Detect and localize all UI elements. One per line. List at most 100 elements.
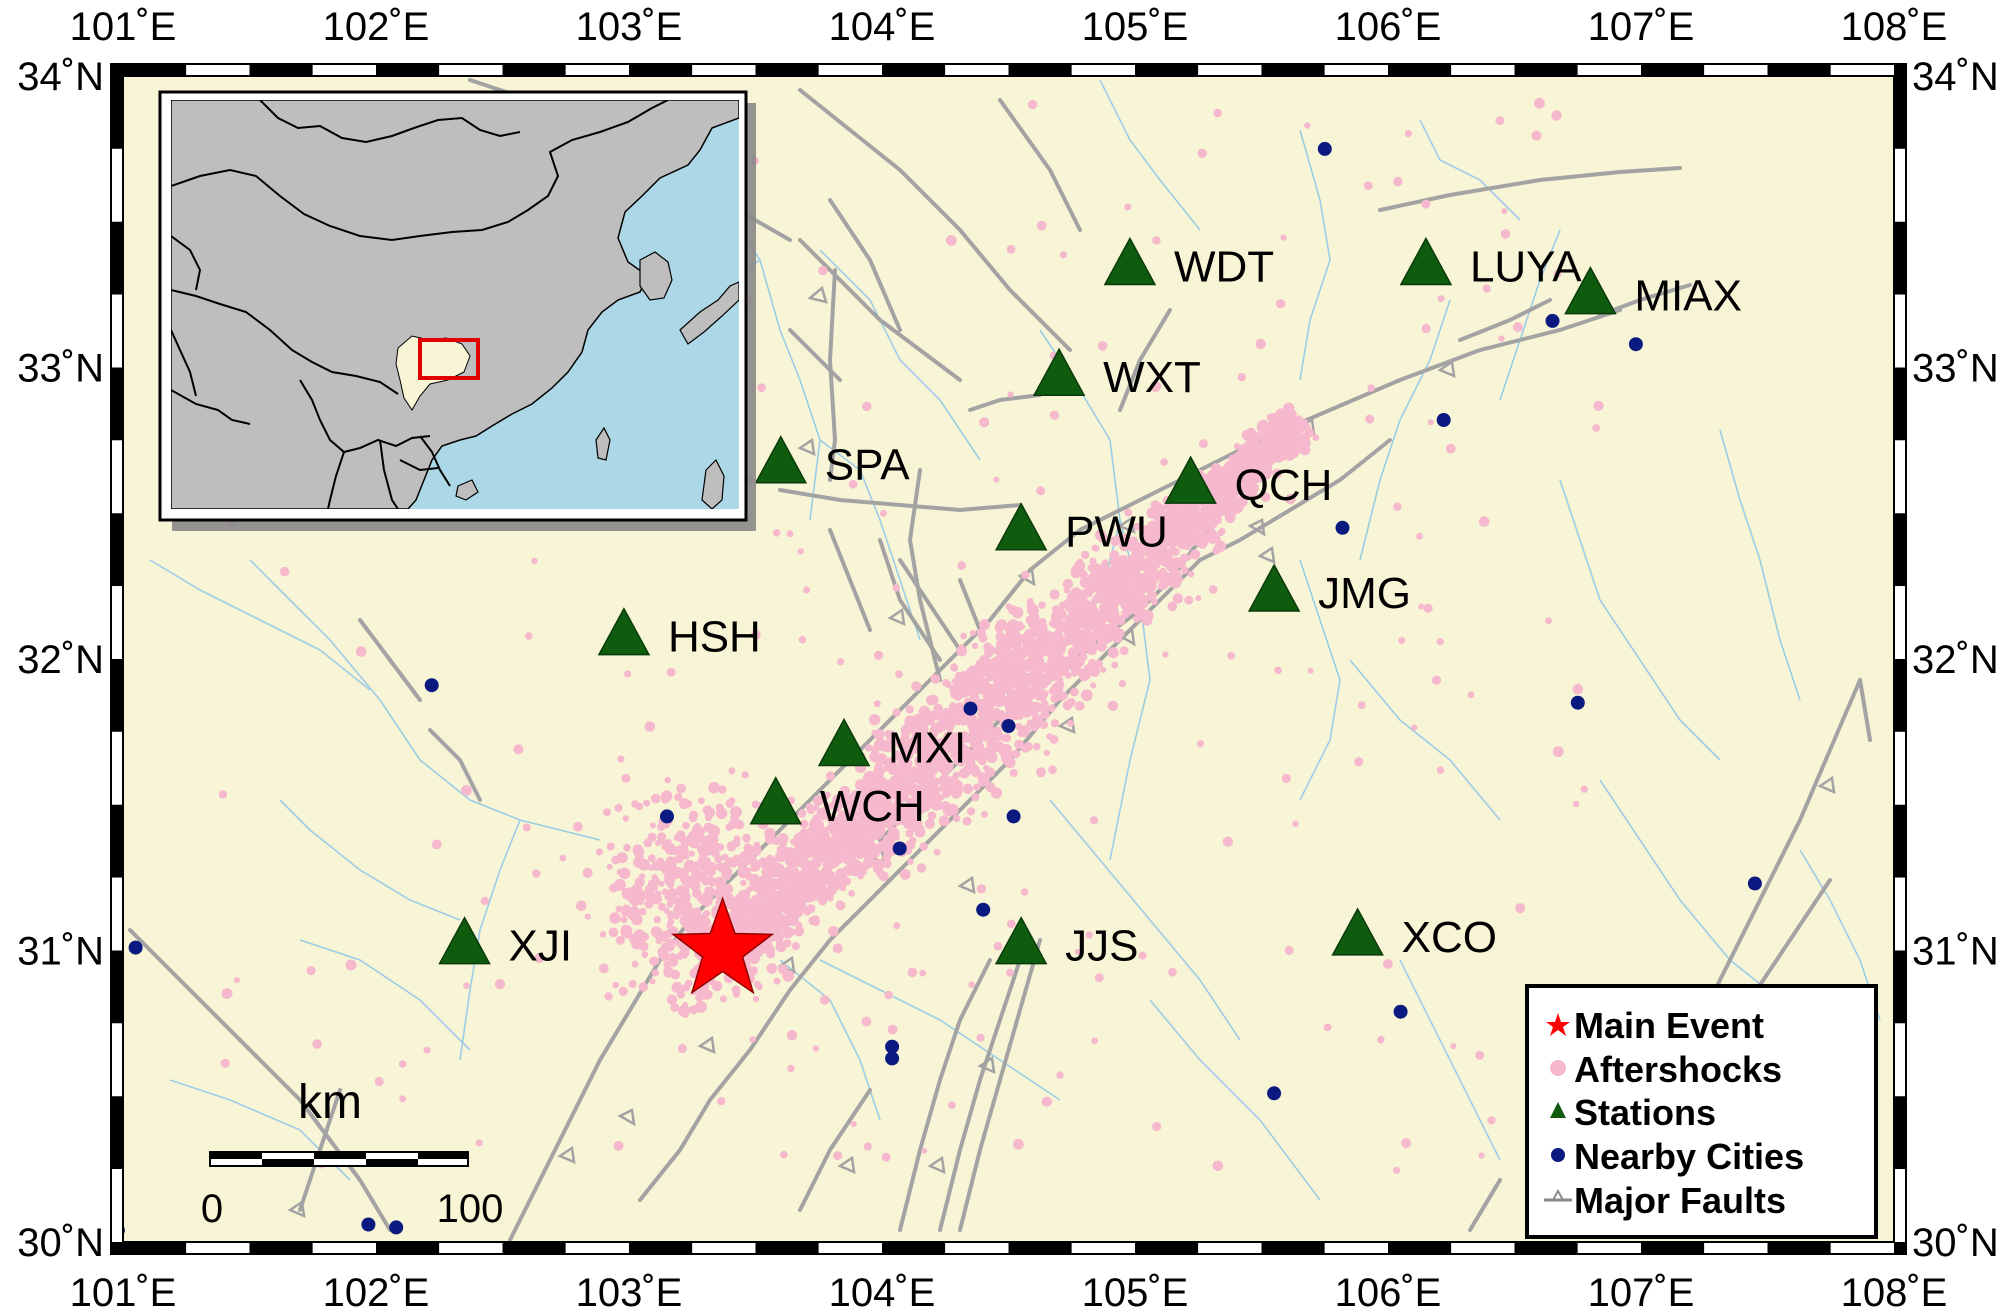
aftershock-dot [773, 977, 781, 985]
aftershock-dot [848, 479, 858, 489]
aftershock-dot [967, 807, 976, 816]
aftershock-dot [649, 978, 656, 985]
aftershock-dot [907, 858, 914, 865]
aftershock-dot [1136, 596, 1143, 604]
aftershock-dot [1183, 526, 1191, 534]
aftershock-dot [1214, 540, 1227, 552]
aftershock-dot [1036, 767, 1046, 778]
aftershock-dot [801, 846, 814, 859]
aftershock-dot [739, 902, 751, 915]
aftershock-dot [895, 670, 903, 679]
aftershock-dot [765, 877, 775, 887]
aftershock-dot [1172, 593, 1184, 604]
city-marker [389, 1220, 404, 1235]
aftershock-dot [1006, 968, 1014, 977]
legend-item-main-event: Main Event [1546, 1005, 1764, 1046]
aftershock-dot [1038, 601, 1046, 609]
city-marker [1570, 695, 1585, 710]
aftershock-dot [840, 855, 847, 862]
aftershock-dot [894, 795, 903, 805]
lon-tick-label: 103˚E [576, 5, 683, 49]
aftershock-dot [855, 779, 867, 791]
aftershock-dot [715, 877, 727, 888]
aftershock-dot [719, 995, 727, 1003]
aftershock-dot [233, 977, 240, 984]
legend-label: Main Event [1574, 1005, 1764, 1046]
aftershock-dot [279, 566, 290, 577]
aftershock-dot [823, 849, 832, 858]
aftershock-dot [637, 898, 644, 906]
aftershock-dot [826, 874, 836, 884]
station-mxi: MXI [817, 717, 966, 772]
aftershock-dot [620, 916, 628, 924]
aftershock-dot [606, 863, 613, 870]
aftershock-dot [1145, 542, 1155, 553]
aftershock-dot [841, 797, 849, 805]
aftershock-dot [683, 853, 690, 860]
aftershock-dot [679, 947, 690, 958]
nearby-cities [123, 141, 1762, 1236]
aftershock-dot [1276, 448, 1289, 461]
aftershock-dot [1013, 1138, 1024, 1150]
aftershock-dot [914, 826, 926, 838]
aftershock-dot [1553, 270, 1562, 278]
aftershock-dot [1014, 621, 1025, 632]
aftershock-dot [1241, 429, 1253, 441]
aftershock-dot [1214, 498, 1225, 509]
aftershock-dot [695, 1001, 707, 1013]
aftershock-dot [942, 791, 950, 799]
aftershock-dot [800, 882, 808, 890]
aftershock-dot [221, 988, 233, 999]
aftershock-dot [695, 993, 704, 1003]
aftershock-dot [1212, 1160, 1224, 1172]
aftershock-dot [715, 887, 725, 897]
aftershock-dot [1225, 501, 1232, 508]
aftershock-dot [913, 713, 924, 725]
aftershock-dot [1002, 733, 1012, 743]
aftershock-dot [873, 700, 881, 708]
aftershock-dot [829, 826, 839, 836]
aftershock-dot [1050, 684, 1060, 693]
aftershock-dot [1026, 598, 1034, 605]
station-jjs: JJS [994, 916, 1139, 971]
aftershock-dot [866, 833, 873, 840]
legend-label: Nearby Cities [1574, 1136, 1804, 1177]
aftershock-dot [728, 767, 736, 775]
aftershock-dot [475, 1139, 483, 1147]
aftershock-dot [1401, 1138, 1412, 1149]
aftershock-dot [1288, 409, 1297, 419]
aftershock-dot [1141, 614, 1153, 626]
aftershock-dot [628, 979, 637, 989]
aftershock-dot [903, 770, 910, 778]
aftershock-dot [799, 819, 809, 829]
aftershock-dot [957, 561, 966, 570]
main-event-star [671, 896, 775, 995]
aftershock-dot [1074, 701, 1085, 711]
aftershock-dot [598, 963, 609, 974]
aftershock-dot [899, 869, 911, 880]
aftershock-dot [618, 986, 628, 997]
aftershock-dot [1256, 433, 1264, 441]
aftershock-dot [933, 848, 941, 856]
aftershock-dot [698, 855, 707, 864]
aftershock-dot [1160, 458, 1168, 466]
aftershock-dot [997, 632, 1005, 639]
aftershock-dot [606, 842, 615, 851]
aftershock-dot [609, 912, 621, 924]
aftershock-dot [1260, 492, 1271, 502]
aftershock-dot [985, 782, 996, 793]
aftershock-dot [780, 1150, 788, 1159]
aftershock-dot [820, 995, 830, 1005]
lon-tick-label: 105˚E [1082, 1271, 1189, 1315]
aftershock-dot [1090, 816, 1099, 825]
aftershock-dot [1111, 661, 1119, 669]
aftershock-dot [939, 723, 947, 731]
aftershock-dot [696, 832, 703, 840]
aftershock-dot [1093, 593, 1103, 602]
city-marker [128, 940, 143, 955]
aftershock-dot [742, 848, 754, 860]
longitude-labels-top: 101˚E 102˚E 103˚E 104˚E 105˚E 106˚E 107˚E 108˚E [70, 5, 1948, 49]
aftershock-dot [1089, 557, 1097, 565]
aftershock-dot [1056, 1071, 1064, 1079]
aftershock-dot [1020, 725, 1031, 736]
